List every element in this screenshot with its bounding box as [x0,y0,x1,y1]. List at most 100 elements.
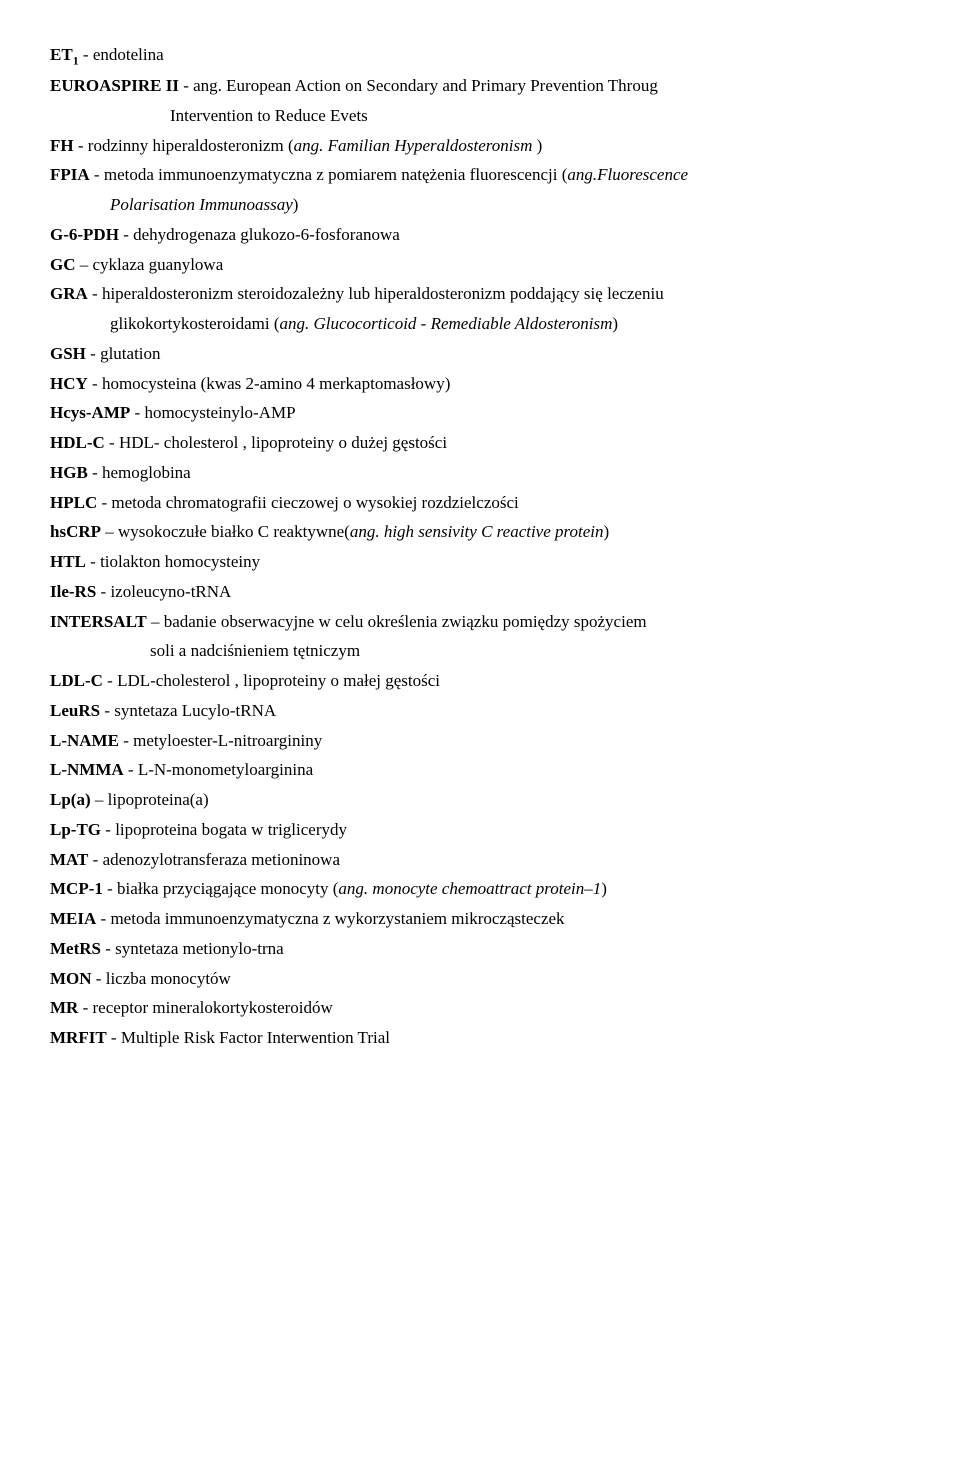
separator: - [119,225,133,244]
term: MEIA [50,909,96,928]
term: GC [50,255,76,274]
term: EUROASPIRE II [50,76,179,95]
entry-continuation-2: Intervention to Reduce Evets [50,101,910,131]
entry-metrs: MetRS - syntetaza metionylo-trna [50,934,910,964]
entry-mon: MON - liczba monocytów [50,964,910,994]
separator: - [101,820,115,839]
description: adenozylotransferaza metioninowa [103,850,340,869]
description: tiolakton homocysteiny [100,552,260,571]
separator: – [91,790,108,809]
entry-euroaspire-ii: EUROASPIRE II - ang. European Action on … [50,71,910,101]
description: badanie obserwacyjne w celu określenia z… [164,612,647,631]
separator: - [103,671,117,690]
tail: ) [537,136,543,155]
entry-meia: MEIA - metoda immunoenzymatyczna z wykor… [50,904,910,934]
entry-gc: GC – cyklaza guanylowa [50,250,910,280]
description: izoleucyno-tRNA [110,582,231,601]
separator: - [105,433,119,452]
term: MCP-1 [50,879,103,898]
description: HDL- cholesterol , lipoproteiny o dużej … [119,433,447,452]
separator: – [101,522,118,541]
entry-l-nmma: L-NMMA - L-N-monometyloarginina [50,755,910,785]
separator: - [86,344,100,363]
term: GRA [50,284,88,303]
term: INTERSALT [50,612,147,631]
separator: - [119,731,133,750]
description: dehydrogenaza glukozo-6-fosforanowa [133,225,400,244]
entry-et: ET1 - endotelina [50,40,910,71]
entry-hscrp: hsCRP – wysokoczułe białko C reaktywne(a… [50,517,910,547]
entry-ile-rs: Ile-RS - izoleucyno-tRNA [50,577,910,607]
term: Hcys-AMP [50,403,130,422]
tail: ) [601,879,607,898]
term: HTL [50,552,86,571]
description: metyloester-L-nitroargininy [133,731,322,750]
separator: - [92,969,106,988]
tail: ) [293,195,299,214]
description: Intervention to Reduce Evets [170,106,368,125]
description: metoda immunoenzymatyczna z pomiarem nat… [104,165,568,184]
term: MRFIT [50,1028,107,1047]
entry-leurs: LeuRS - syntetaza Lucylo-tRNA [50,696,910,726]
entry-mr: MR - receptor mineralokortykosteroidów [50,993,910,1023]
entry-htl: HTL - tiolakton homocysteiny [50,547,910,577]
term: HDL-C [50,433,105,452]
description: L-N-monometyloarginina [138,760,313,779]
translation: ang.Fluorescence [567,165,688,184]
entry-intersalt: INTERSALT – badanie obserwacyjne w celu … [50,607,910,637]
entry-lp-a-: Lp(a) – lipoproteina(a) [50,785,910,815]
entry-continuation-20: soli a nadciśnieniem tętniczym [50,636,910,666]
entry-hplc: HPLC - metoda chromatografii cieczowej o… [50,488,910,518]
term: HGB [50,463,88,482]
separator: - [74,136,88,155]
term: L-NMMA [50,760,124,779]
separator: - [86,552,100,571]
entry-mcp-1: MCP-1 - białka przyciągające monocyty (a… [50,874,910,904]
description: soli a nadciśnieniem tętniczym [150,641,360,660]
description: hemoglobina [102,463,191,482]
term: HCY [50,374,88,393]
term: FPIA [50,165,90,184]
separator: - [88,850,102,869]
description: receptor mineralokortykosteroidów [93,998,333,1017]
separator: - [88,284,102,303]
separator: - [96,582,110,601]
term: MetRS [50,939,101,958]
translation: ang. monocyte chemoattract protein–1 [338,879,601,898]
description: LDL-cholesterol , lipoproteiny o małej g… [117,671,440,690]
term: GSH [50,344,86,363]
term: MR [50,998,78,1017]
entry-lp-tg: Lp-TG - lipoproteina bogata w triglicery… [50,815,910,845]
entry-continuation-5: Polarisation Immunoassay) [50,190,910,220]
separator: - [103,879,117,898]
description: Multiple Risk Factor Interwention Trial [121,1028,390,1047]
description: lipoproteina(a) [108,790,209,809]
entry-mrfit: MRFIT - Multiple Risk Factor Interwentio… [50,1023,910,1053]
entry-hdl-c: HDL-C - HDL- cholesterol , lipoproteiny … [50,428,910,458]
entry-ldl-c: LDL-C - LDL-cholesterol , lipoproteiny o… [50,666,910,696]
term: G-6-PDH [50,225,119,244]
entry-fpia: FPIA - metoda immunoenzymatyczna z pomia… [50,160,910,190]
description: białka przyciągające monocyty ( [117,879,338,898]
description: ang. European Action on Secondary and Pr… [193,76,658,95]
entry-continuation-9: glikokortykosteroidami (ang. Glucocortic… [50,309,910,339]
translation: Polarisation Immunoassay [110,195,293,214]
entry-gsh: GSH - glutation [50,339,910,369]
description: rodzinny hiperaldosteronizm ( [88,136,294,155]
term: MAT [50,850,88,869]
term: MON [50,969,92,988]
description: liczba monocytów [106,969,231,988]
description: syntetaza Lucylo-tRNA [114,701,276,720]
term: Ile-RS [50,582,96,601]
separator: - [88,463,102,482]
description: homocysteina (kwas 2-amino 4 merkaptomas… [102,374,450,393]
entry-fh: FH - rodzinny hiperaldosteronizm (ang. F… [50,131,910,161]
entry-hgb: HGB - hemoglobina [50,458,910,488]
term: Lp-TG [50,820,101,839]
term: HPLC [50,493,97,512]
abbreviation-list: ET1 - endotelinaEUROASPIRE II - ang. Eur… [50,40,910,1053]
separator: - [179,76,193,95]
separator: - [88,374,102,393]
tail: ) [604,522,610,541]
description: metoda immunoenzymatyczna z wykorzystani… [110,909,564,928]
